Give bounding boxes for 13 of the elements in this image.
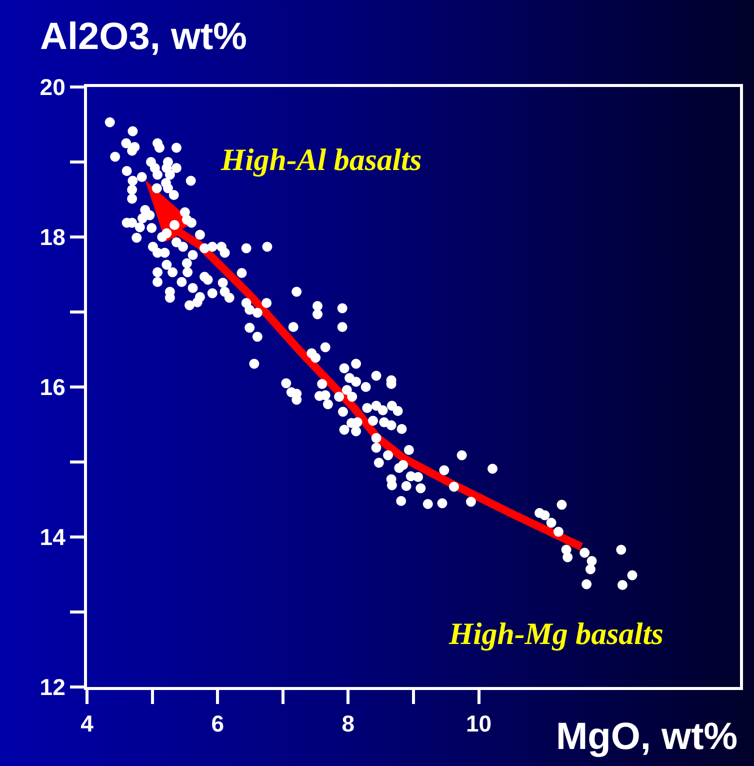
x-tick-label: 10 bbox=[466, 710, 492, 737]
y-tick-label: 16 bbox=[40, 374, 66, 400]
y-tick-label: 12 bbox=[40, 674, 66, 700]
annotation: High-Al basalts bbox=[220, 142, 422, 177]
annotation: High-Mg basalts bbox=[448, 616, 664, 651]
x-tick-label: 8 bbox=[342, 710, 355, 737]
x-tick-label: 4 bbox=[80, 710, 94, 737]
y-axis-title: Al2O3, wt% bbox=[40, 16, 247, 58]
y-tick-label: 14 bbox=[40, 524, 66, 550]
y-tick-label: 18 bbox=[40, 224, 66, 250]
x-axis-title: MgO, wt% bbox=[556, 716, 738, 758]
x-tick-label: 6 bbox=[211, 710, 224, 737]
y-tick-label: 20 bbox=[40, 74, 66, 100]
